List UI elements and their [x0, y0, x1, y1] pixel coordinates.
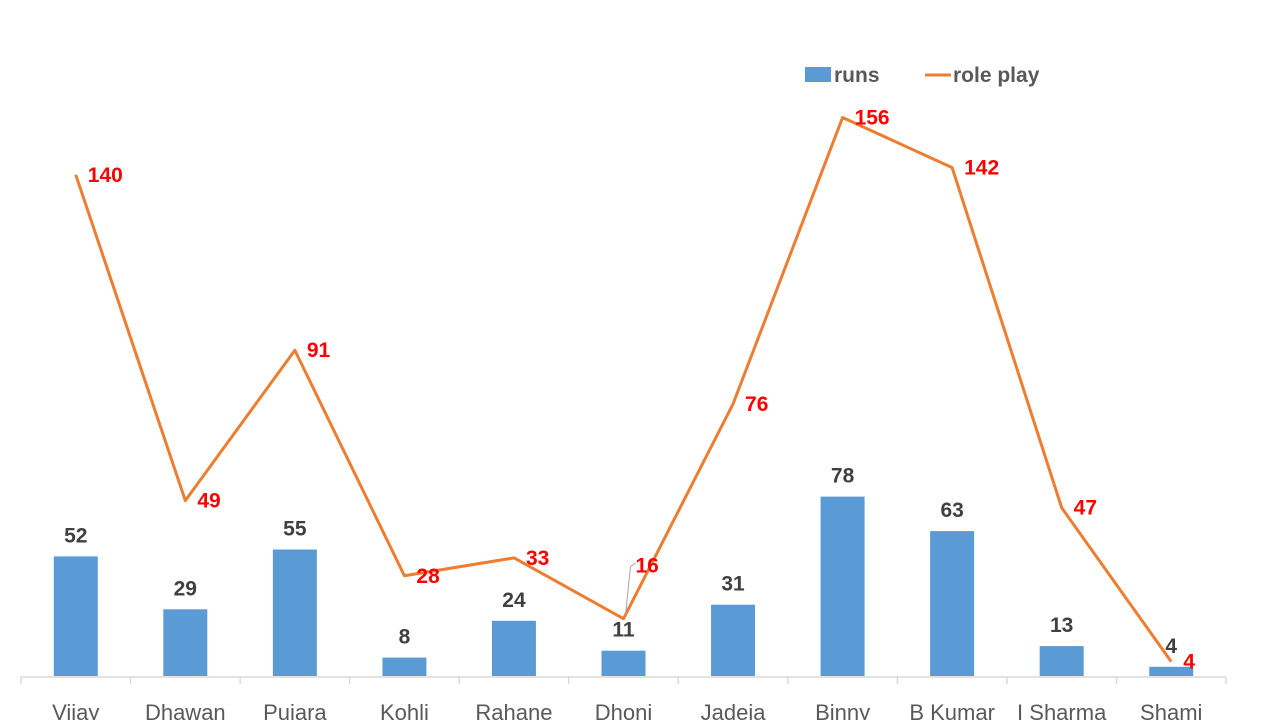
line-data-label: 33 [526, 547, 549, 570]
line-data-label: 49 [197, 490, 220, 513]
x-tick-label: Vijay [52, 700, 99, 720]
x-tick-label: B Kumar [909, 700, 995, 720]
bar-data-label: 4 [1165, 635, 1177, 658]
x-tick-label: Dhoni [595, 700, 652, 720]
line-data-label: 16 [636, 555, 659, 578]
bar-data-label: 11 [612, 619, 635, 642]
line-data-label: 91 [307, 339, 331, 362]
bar-jadeja [711, 604, 756, 676]
bar-b-kumar [930, 531, 975, 676]
bar-dhoni [601, 650, 646, 676]
leader-line [625, 562, 636, 615]
data-labels-layer: 52 29 55 8 24 11 31 78 63 13 4 140 49 91 28 33 16 76 156 14… [64, 107, 1195, 674]
bar-pujara [272, 549, 317, 676]
legend: runs role play [805, 64, 1040, 87]
x-tick-label: Jadeja [701, 700, 767, 720]
line-data-label: 76 [745, 393, 768, 416]
x-tick-label: I Sharma [1017, 700, 1107, 720]
bar-kohli [382, 657, 427, 676]
x-tick-label: Shami [1140, 700, 1202, 720]
bar-data-label: 29 [174, 577, 197, 600]
x-tick-label: Pujara [263, 700, 327, 720]
line-data-label: 142 [964, 157, 999, 180]
line-data-label: 47 [1074, 497, 1097, 520]
line-data-label: 156 [855, 107, 890, 130]
line-data-label: 4 [1183, 651, 1195, 674]
line-layer [74, 116, 1173, 663]
bar-i-sharma [1039, 646, 1084, 676]
bar-data-label: 31 [721, 573, 745, 596]
bar-data-label: 55 [283, 518, 307, 541]
legend-swatch-runs [805, 67, 831, 82]
bar-data-label: 52 [64, 524, 87, 547]
bar-vijay [53, 556, 98, 676]
bar-rahane [491, 620, 536, 676]
legend-label-runs: runs [834, 64, 880, 87]
bar-binny [820, 496, 865, 676]
x-tick-label: Binny [815, 700, 870, 720]
bar-data-label: 8 [399, 626, 411, 649]
role-play-line [74, 116, 1173, 663]
x-tick-label: Rahane [475, 700, 552, 720]
bar-dhawan [163, 609, 208, 676]
bar-data-label: 78 [831, 465, 855, 488]
bars-layer [53, 496, 1194, 676]
x-tick-label: Dhawan [145, 700, 226, 720]
bar-data-label: 63 [940, 499, 963, 522]
line-data-label: 140 [88, 164, 123, 187]
bar-shami [1149, 666, 1194, 676]
x-axis: Vijay Dhawan Pujara Kohli Rahane Dhoni Jadeja B… [20, 676, 1227, 720]
line-data-label: 28 [416, 565, 440, 588]
bar-data-label: 13 [1050, 614, 1073, 637]
legend-label-role-play: role play [953, 64, 1040, 87]
bar-data-label: 24 [502, 589, 526, 612]
x-tick-label: Kohli [380, 700, 429, 720]
